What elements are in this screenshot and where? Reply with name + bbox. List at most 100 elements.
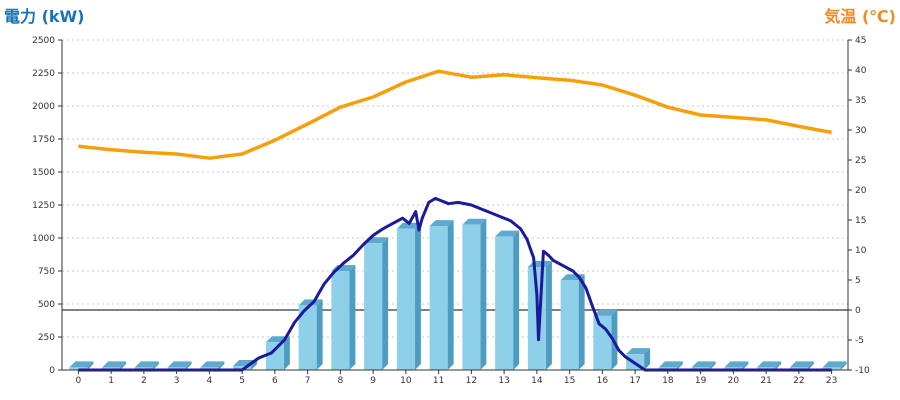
bar-side — [349, 265, 356, 370]
bar-side — [807, 361, 814, 370]
bar-top — [429, 220, 454, 227]
right-tick-label: 10 — [855, 246, 867, 256]
x-tick-label: 4 — [207, 376, 213, 386]
x-tick-label: 16 — [597, 376, 609, 386]
x-tick-label: 17 — [629, 376, 640, 386]
bar-side — [447, 220, 454, 370]
bar-side — [185, 361, 192, 370]
grid — [62, 39, 848, 338]
bar-front — [331, 271, 350, 370]
bar-top — [200, 361, 225, 368]
bar-top — [724, 361, 749, 368]
left-tick-label: 2250 — [32, 69, 55, 79]
line-series — [78, 69, 832, 372]
left-tick-label: 500 — [38, 300, 55, 310]
bar-top — [691, 361, 716, 368]
x-tick-label: 2 — [141, 376, 147, 386]
x-tick-label: 18 — [662, 376, 674, 386]
bar-side — [840, 361, 847, 370]
axes: 02505007501000125015001750200022502500-1… — [32, 36, 870, 386]
x-tick-label: 22 — [793, 376, 804, 386]
bar-front — [364, 243, 383, 370]
x-tick-label: 1 — [108, 376, 114, 386]
right-tick-label: 25 — [855, 156, 866, 166]
bar-top — [789, 361, 814, 368]
bar-front — [593, 315, 612, 370]
bar-side — [578, 274, 585, 370]
x-tick-label: 13 — [498, 376, 509, 386]
bar — [298, 299, 323, 370]
bar-top — [658, 361, 683, 368]
bar-top — [626, 348, 651, 355]
x-tick-label: 5 — [239, 376, 245, 386]
bar-side — [644, 348, 651, 370]
left-axis-title: 電力 (kW) — [4, 7, 85, 26]
bar-front — [265, 342, 284, 370]
left-tick-label: 2000 — [32, 102, 55, 112]
left-tick-label: 1000 — [32, 234, 55, 244]
right-tick-label: 15 — [855, 216, 866, 226]
bar-front — [560, 280, 579, 370]
left-tick-label: 1750 — [32, 135, 55, 145]
right-tick-label: -5 — [855, 336, 864, 346]
bar — [364, 237, 389, 370]
bar-side — [545, 261, 552, 370]
bar-side — [218, 361, 225, 370]
x-tick-label: 21 — [760, 376, 771, 386]
left-tick-label: 1250 — [32, 201, 55, 211]
right-tick-label: 35 — [855, 96, 866, 106]
x-tick-label: 20 — [728, 376, 740, 386]
x-tick-label: 6 — [272, 376, 278, 386]
bar-front — [233, 366, 252, 370]
bar-side — [709, 361, 716, 370]
right-tick-label: 0 — [855, 306, 861, 316]
bar-side — [382, 237, 389, 370]
bar-side — [480, 218, 487, 370]
bar-front — [429, 226, 448, 370]
bar-top — [593, 309, 618, 316]
bar-top — [102, 361, 127, 368]
power-line — [78, 196, 832, 372]
bar-side — [316, 299, 323, 370]
bar-side — [676, 361, 683, 370]
bar-side — [513, 230, 520, 370]
bar-front — [298, 305, 317, 370]
x-tick-label: 19 — [695, 376, 707, 386]
bar-side — [414, 222, 421, 370]
x-tick-label: 15 — [564, 376, 575, 386]
bar-side — [87, 361, 94, 370]
right-tick-label: -10 — [855, 366, 870, 376]
bar-top — [495, 230, 520, 237]
x-tick-label: 10 — [400, 376, 412, 386]
bar-side — [120, 361, 127, 370]
bar — [396, 222, 421, 370]
left-tick-label: 1500 — [32, 168, 55, 178]
right-tick-label: 20 — [855, 186, 867, 196]
bar — [462, 218, 487, 370]
bar — [331, 265, 356, 370]
bar-side — [283, 336, 290, 370]
x-tick-label: 23 — [826, 376, 837, 386]
bar-top — [757, 361, 782, 368]
x-tick-label: 7 — [305, 376, 311, 386]
x-tick-label: 9 — [370, 376, 376, 386]
bar — [495, 230, 520, 370]
bar — [560, 274, 585, 370]
x-tick-label: 0 — [76, 376, 82, 386]
bar-front — [495, 236, 514, 370]
bar-side — [251, 360, 258, 370]
right-axis-title: 気温 (℃) — [824, 7, 896, 26]
bar-side — [742, 361, 749, 370]
left-tick-label: 750 — [38, 267, 55, 277]
bar-top — [822, 361, 847, 368]
bar-side — [775, 361, 782, 370]
left-tick-label: 0 — [49, 366, 55, 376]
left-tick-label: 250 — [38, 333, 55, 343]
bar-top — [69, 361, 94, 368]
bar — [429, 220, 454, 370]
bar-top — [396, 222, 421, 229]
bar-front — [462, 224, 481, 370]
left-tick-label: 2500 — [32, 36, 55, 46]
right-tick-label: 40 — [855, 66, 867, 76]
